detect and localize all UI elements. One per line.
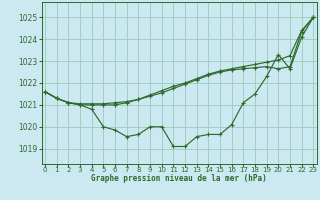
X-axis label: Graphe pression niveau de la mer (hPa): Graphe pression niveau de la mer (hPa) (91, 174, 267, 183)
